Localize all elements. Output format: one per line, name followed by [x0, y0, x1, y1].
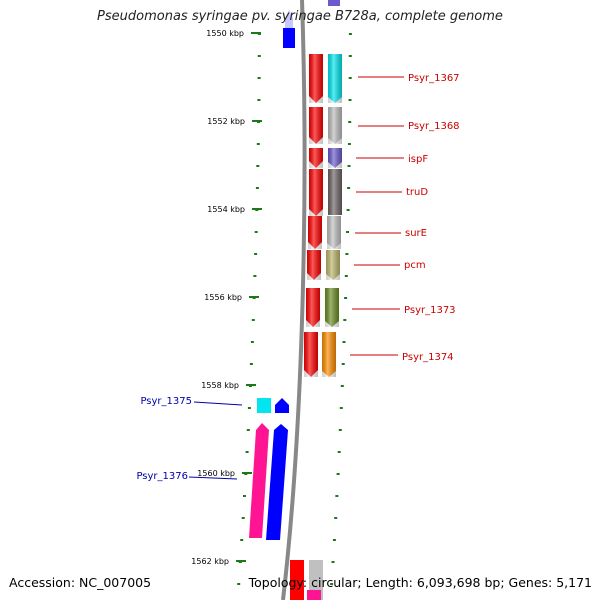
minor-tick	[337, 451, 341, 453]
minor-tick	[338, 429, 342, 431]
scale-tick: 1560 kbp	[197, 469, 252, 478]
minor-tick	[257, 77, 261, 79]
cds-psyr-1376[interactable]	[266, 424, 288, 540]
gene-label-group[interactable]: Psyr_1375	[140, 396, 243, 407]
minor-tick	[346, 231, 349, 233]
gene-label-group[interactable]: Psyr_1374	[350, 352, 454, 363]
minor-tick	[344, 297, 348, 299]
cog-partial-bottom-pink[interactable]	[307, 590, 321, 600]
gene-label-group[interactable]: truD	[356, 187, 428, 198]
gene-label[interactable]: pcm	[404, 260, 426, 271]
minor-tick	[251, 319, 255, 321]
page-title: Pseudomonas syringae pv. syringae B728a,…	[97, 9, 503, 24]
gene-label[interactable]: Psyr_1374	[402, 352, 454, 363]
minor-tick	[247, 407, 251, 409]
minor-tick	[348, 55, 352, 57]
minor-tick	[243, 495, 246, 497]
gene-label-group[interactable]: pcm	[354, 260, 426, 271]
gene-label[interactable]: Psyr_1373	[404, 305, 456, 316]
minor-tick	[341, 363, 345, 365]
minor-tick	[348, 99, 352, 101]
minor-tick	[249, 363, 253, 365]
minor-tick	[254, 253, 258, 255]
minor-tick	[240, 539, 244, 541]
gene-label-group[interactable]: Psyr_1373	[352, 305, 456, 316]
minor-tick	[347, 165, 351, 167]
gene-label-group[interactable]: Psyr_1376	[136, 471, 238, 482]
tick-label: 1562 kbp	[191, 557, 229, 566]
minor-tick	[348, 77, 352, 79]
genome-backbone	[281, 0, 307, 601]
minor-tick	[340, 385, 344, 387]
minor-tick	[246, 429, 250, 431]
feature-partial-top[interactable]	[328, 0, 340, 6]
gene-label[interactable]: Psyr_1375	[140, 396, 192, 407]
minor-tick	[331, 561, 335, 563]
minor-tick	[332, 539, 336, 541]
gene-label[interactable]: truD	[406, 187, 428, 198]
minor-tick	[254, 231, 258, 233]
scale-tick: 1556 kbp	[204, 293, 259, 302]
cds-partial-bottom[interactable]	[290, 560, 304, 600]
tick-label: 1560 kbp	[197, 469, 235, 478]
gene-label[interactable]: Psyr_1376	[136, 471, 188, 482]
tick-label: 1556 kbp	[204, 293, 242, 302]
scale-tick: 1550 kbp	[206, 29, 261, 38]
tick-label: 1558 kbp	[201, 381, 239, 390]
minor-tick	[241, 517, 245, 519]
gene-label-group[interactable]: ispF	[356, 154, 428, 165]
minor-tick	[343, 319, 347, 321]
minor-tick	[347, 143, 351, 145]
minor-tick	[256, 143, 260, 145]
scale-tick: 1558 kbp	[201, 381, 256, 390]
minor-tick	[342, 341, 346, 343]
minor-tick	[345, 253, 349, 255]
bar-shading	[304, 54, 342, 377]
minor-tick	[336, 473, 340, 475]
minor-tick	[335, 495, 339, 497]
scale-tick: 1554 kbp	[207, 205, 262, 214]
minor-tick	[245, 451, 249, 453]
minor-tick	[255, 187, 259, 189]
gene-label[interactable]: ispF	[408, 154, 428, 165]
tick-label: 1550 kbp	[206, 29, 244, 38]
minor-tick	[257, 99, 261, 101]
minor-tick	[348, 121, 352, 123]
tick-label: 1554 kbp	[207, 205, 245, 214]
scale-tick: 1562 kbp	[191, 557, 246, 566]
minor-tick	[256, 165, 260, 167]
scale-tick: 1552 kbp	[207, 117, 262, 126]
gene-label-group[interactable]: Psyr_1368	[358, 121, 460, 132]
minor-tick	[253, 275, 257, 277]
minor-tick	[334, 517, 338, 519]
gene-label[interactable]: Psyr_1367	[408, 73, 460, 84]
minor-tick	[257, 55, 261, 57]
minor-tick	[237, 583, 241, 585]
genome-summary-text: Topology: circular; Length: 6,093,698 bp…	[248, 575, 592, 590]
minor-tick	[330, 583, 334, 585]
cog-psyr-1376[interactable]	[249, 423, 269, 538]
gene-label[interactable]: surE	[405, 228, 427, 239]
cds-psyr-1375[interactable]	[275, 398, 289, 413]
minor-tick	[348, 33, 352, 35]
gene-label[interactable]: Psyr_1368	[408, 121, 460, 132]
cog-psyr-1375[interactable]	[257, 398, 271, 413]
cds-forward-partial[interactable]	[283, 28, 295, 48]
minor-tick	[250, 341, 254, 343]
tick-label: 1552 kbp	[207, 117, 245, 126]
minor-tick	[346, 209, 350, 211]
gene-label-group[interactable]: surE	[355, 228, 427, 239]
minor-tick	[347, 187, 351, 189]
accession-text: Accession: NC_007005	[9, 575, 152, 590]
gene-label-group[interactable]: Psyr_1367	[358, 73, 460, 84]
minor-tick	[339, 407, 343, 409]
minor-tick	[344, 275, 348, 277]
cds-forward-partial[interactable]	[285, 10, 293, 28]
